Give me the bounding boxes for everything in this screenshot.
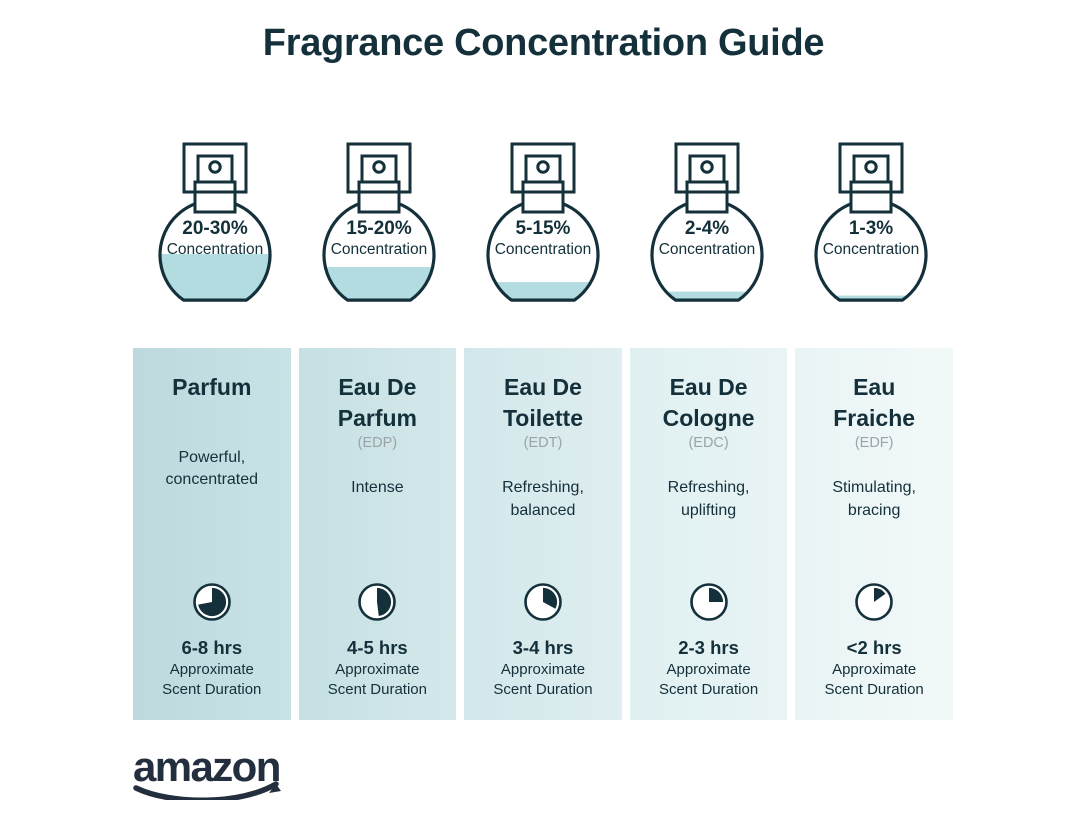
product-card-2[interactable]: Eau De Parfum (EDP) Intense 4-5 hrs Approxima… — [298, 348, 457, 720]
clock-icon-wrap — [630, 580, 788, 624]
product-card-4[interactable]: Eau De Cologne (EDC) Refreshing, uplifting 2-… — [629, 348, 788, 720]
amazon-smile-logo: amazon — [133, 743, 293, 804]
product-name: Eau De Cologne — [663, 372, 755, 433]
scent-duration-block: 3-4 hrs Approximate Scent Duration — [464, 636, 622, 699]
scent-duration-label-line1: Approximate — [666, 661, 751, 679]
clock-wedge — [874, 587, 886, 602]
product-description-line2: concentrated — [165, 471, 259, 489]
scent-duration-label-line2: Scent Duration — [327, 680, 427, 698]
bottle-liquid-fill — [816, 295, 926, 301]
product-description-line1: Powerful, — [178, 448, 246, 466]
product-description: Refreshing, uplifting — [668, 477, 750, 522]
scent-duration-label-line1: Approximate — [832, 661, 917, 679]
product-name-line1: Eau — [853, 374, 896, 400]
clock-wedge — [542, 587, 558, 609]
product-abbreviation: (EDT) — [523, 435, 563, 452]
product-card-3[interactable]: Eau De Toilette (EDT) Refreshing, balanced 3-… — [464, 348, 622, 720]
bottle-2: 15-20% Concentration — [297, 138, 461, 333]
svg-text:amazon: amazon — [133, 748, 280, 790]
bottle-liquid-fill — [652, 291, 762, 301]
bottle-illustration — [322, 142, 436, 302]
product-name: Eau De Parfum — [338, 372, 417, 433]
product-card-1[interactable]: Parfum Powerful, concentrated 6-8 hrs Approx… — [133, 348, 291, 720]
bottle-liquid-fill — [324, 267, 434, 301]
bottle-4: 2-4% Concentration — [625, 138, 789, 333]
product-description: Powerful, concentrated — [166, 447, 259, 492]
product-description-line1: Refreshing, — [502, 479, 584, 497]
product-name: Parfum — [172, 372, 251, 403]
product-description: Intense — [351, 477, 403, 500]
scent-duration-value: 3-4 hrs — [512, 637, 574, 658]
page-title: Fragrance Concentration Guide — [262, 22, 825, 64]
bottle-1: 20-30% Concentration — [133, 138, 297, 333]
scent-duration-label-line2: Scent Duration — [162, 680, 262, 698]
scent-duration-value: <2 hrs — [846, 637, 902, 658]
clock-icon-wrap — [464, 580, 622, 624]
bottle-illustration — [158, 142, 272, 302]
clock-wedge — [197, 587, 226, 617]
product-card-5[interactable]: Eau Fraiche (EDF) Stimulating, bracing <2 hrs… — [795, 348, 953, 720]
bottle-liquid-fill — [160, 254, 270, 301]
scent-duration-block: <2 hrs Approximate Scent Duration — [795, 636, 953, 699]
scent-duration-block: 2-3 hrs Approximate Scent Duration — [630, 636, 788, 699]
product-name-line2: Fraiche — [833, 404, 916, 431]
scent-duration-block: 6-8 hrs Approximate Scent Duration — [133, 636, 291, 699]
clock-wedge — [377, 587, 392, 616]
clock-duration-icon — [524, 583, 562, 621]
product-description: Refreshing, balanced — [502, 477, 584, 522]
clock-icon-wrap — [795, 580, 953, 624]
product-name-line1: Eau De — [503, 374, 582, 400]
product-description: Stimulating, bracing — [832, 477, 916, 522]
product-abbreviation: (EDF) — [854, 435, 894, 452]
product-name-line2: Toilette — [502, 404, 584, 431]
scent-duration-block: 4-5 hrs Approximate Scent Duration — [299, 636, 457, 699]
product-description-line1: Refreshing, — [667, 479, 750, 497]
bottles-row: 20-30% Concentration 15-20% Concentration 5-… — [133, 138, 953, 333]
clock-icon-wrap — [133, 580, 291, 624]
scent-duration-label-line2: Scent Duration — [824, 680, 924, 698]
scent-duration-label-line1: Approximate — [335, 661, 420, 679]
scent-duration-label-line2: Scent Duration — [658, 680, 759, 698]
bottle-5: 1-3% Concentration — [789, 138, 953, 333]
product-description-line2: uplifting — [680, 501, 737, 519]
product-name-line1: Parfum — [172, 374, 252, 400]
clock-wedge — [708, 587, 723, 602]
product-abbreviation: (EDP) — [357, 435, 398, 452]
scent-duration-value: 4-5 hrs — [347, 637, 408, 658]
product-name: Eau Fraiche — [833, 372, 915, 433]
product-description-line2: balanced — [510, 501, 576, 519]
clock-icon-wrap — [299, 580, 457, 624]
product-description-line1: Intense — [351, 479, 404, 497]
bottle-liquid-fill — [488, 282, 598, 301]
clock-duration-icon — [689, 583, 728, 621]
product-cards-row: Parfum Powerful, concentrated 6-8 hrs Approx… — [133, 348, 953, 720]
product-name: Eau De Toilette — [503, 372, 583, 433]
bottle-illustration — [650, 142, 764, 302]
product-name-line2: Parfum — [337, 404, 418, 431]
product-name-line1: Eau De — [338, 374, 417, 400]
clock-duration-icon — [192, 583, 231, 621]
product-name-line2: Cologne — [662, 404, 755, 431]
bottle-3: 5-15% Concentration — [461, 138, 625, 333]
clock-duration-icon — [358, 583, 397, 621]
scent-duration-label-line1: Approximate — [500, 661, 586, 679]
scent-duration-value: 2-3 hrs — [678, 637, 739, 658]
bottle-illustration — [486, 142, 600, 302]
product-description-line2: bracing — [847, 501, 901, 519]
scent-duration-label-line1: Approximate — [169, 661, 254, 679]
scent-duration-label-line2: Scent Duration — [493, 680, 593, 698]
clock-duration-icon — [855, 583, 893, 621]
product-description-line1: Stimulating, — [832, 479, 916, 497]
bottle-illustration — [814, 142, 928, 302]
scent-duration-value: 6-8 hrs — [181, 637, 243, 658]
product-name-line1: Eau De — [669, 374, 748, 400]
product-abbreviation: (EDC) — [688, 435, 729, 452]
